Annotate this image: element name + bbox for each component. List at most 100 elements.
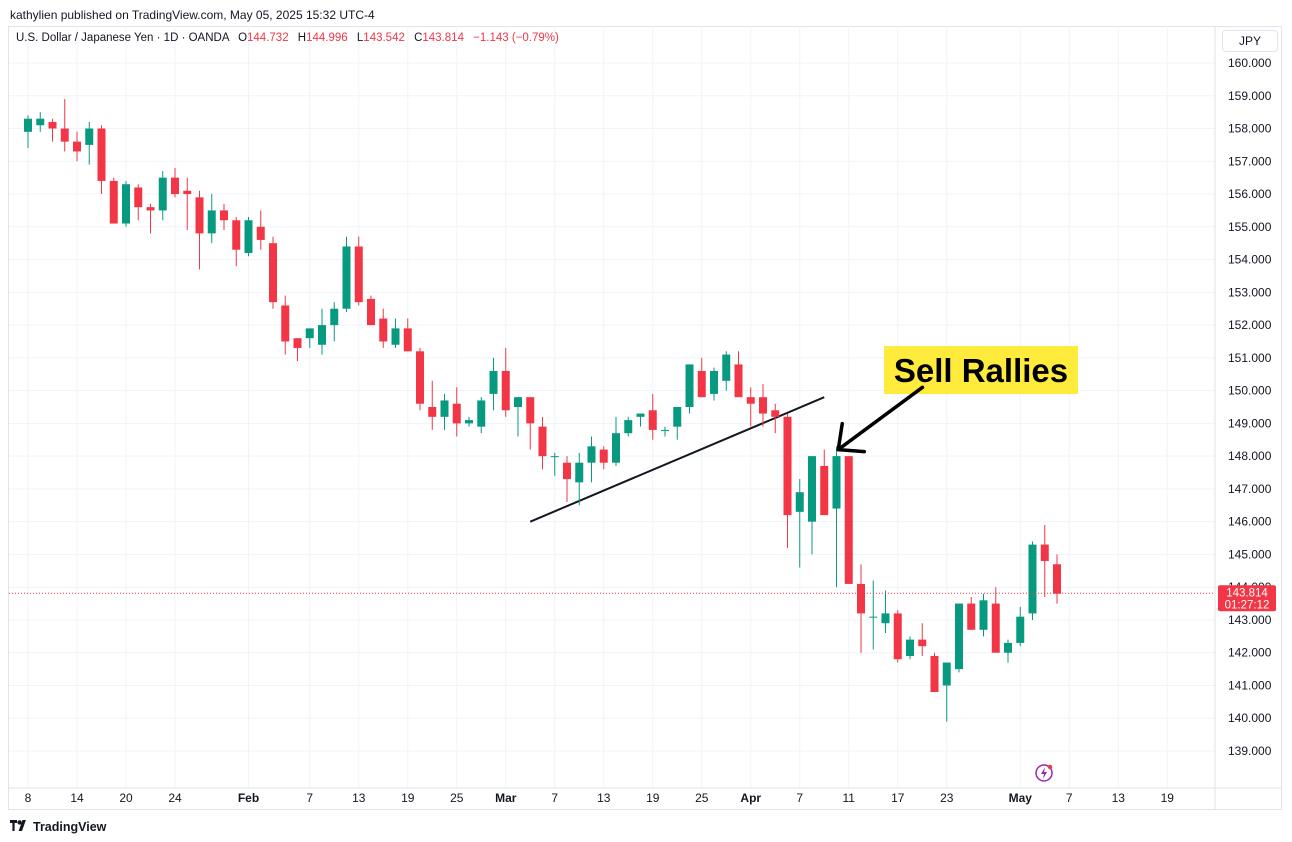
candle-body bbox=[183, 190, 192, 195]
price-axis: 139.000140.000141.000142.000143.000144.0… bbox=[1214, 26, 1272, 810]
candle-body bbox=[440, 400, 449, 417]
candle bbox=[220, 203, 228, 231]
candle-body bbox=[232, 220, 241, 250]
candle bbox=[428, 380, 437, 430]
high-value: 144.996 bbox=[306, 32, 348, 44]
candle bbox=[379, 308, 388, 349]
candle-body bbox=[305, 328, 314, 339]
candle bbox=[685, 364, 694, 414]
lightning-icon bbox=[1035, 764, 1053, 782]
time-tick-label: 7 bbox=[306, 791, 313, 805]
candle bbox=[783, 413, 792, 548]
annotation-box bbox=[884, 346, 1078, 394]
candle bbox=[538, 416, 547, 470]
price-tick-label: 139.000 bbox=[1228, 744, 1272, 758]
candle-body bbox=[244, 220, 253, 254]
change-value: −1.143 (−0.79%) bbox=[473, 32, 559, 44]
candle bbox=[330, 302, 339, 342]
candle bbox=[85, 121, 94, 165]
candle-body bbox=[85, 128, 94, 145]
candle-body bbox=[171, 177, 179, 195]
candle bbox=[991, 587, 1000, 653]
candle bbox=[342, 236, 351, 312]
candle-body bbox=[673, 407, 682, 427]
candle-body bbox=[979, 600, 988, 630]
time-tick-label: 7 bbox=[551, 791, 558, 805]
candle-body bbox=[550, 456, 559, 458]
publisher-line: kathylien published on TradingView.com, … bbox=[10, 8, 375, 22]
candle bbox=[808, 456, 816, 555]
candle bbox=[832, 446, 841, 588]
price-tick-label: 148.000 bbox=[1228, 449, 1272, 463]
candle bbox=[465, 416, 473, 427]
candle bbox=[710, 367, 718, 401]
symbol-label: U.S. Dollar / Japanese Yen · 1D · OANDA bbox=[16, 32, 229, 44]
candle-body bbox=[1040, 544, 1049, 561]
time-axis: 8 14 20 24 Feb 7 13 19 25 Mar 7 13 19 25 Apr 7 11 17 23 May… bbox=[8, 787, 1282, 805]
candle-body bbox=[991, 603, 1000, 653]
candle-body bbox=[1028, 544, 1037, 614]
candle bbox=[575, 452, 584, 506]
candle-body bbox=[746, 397, 755, 404]
candle-body bbox=[967, 603, 976, 630]
candle bbox=[183, 177, 192, 231]
candle bbox=[403, 318, 412, 352]
candle bbox=[771, 403, 780, 434]
price-tick-label: 157.000 bbox=[1228, 154, 1272, 168]
candle-body bbox=[697, 370, 706, 398]
candle bbox=[146, 203, 155, 234]
time-tick-label: Feb bbox=[238, 791, 259, 805]
candle bbox=[305, 328, 314, 349]
price-tick-label: 141.000 bbox=[1228, 678, 1272, 692]
currency-button[interactable]: JPY bbox=[1222, 30, 1278, 52]
candle bbox=[881, 590, 890, 634]
candle bbox=[232, 216, 241, 267]
low-value: 143.542 bbox=[363, 32, 405, 44]
candle bbox=[906, 636, 914, 660]
candle bbox=[391, 318, 400, 349]
time-tick-label: May bbox=[1009, 791, 1033, 805]
candle-body bbox=[36, 118, 45, 126]
brand-label: TradingView bbox=[33, 819, 107, 834]
price-tick-label: 140.000 bbox=[1228, 711, 1272, 725]
candle-body bbox=[416, 351, 424, 404]
last-price-value: 143.814 bbox=[1226, 587, 1268, 599]
candle-body bbox=[918, 639, 927, 647]
candle-body bbox=[73, 141, 81, 152]
candle bbox=[158, 171, 167, 221]
footer-brand[interactable]: TradingView bbox=[10, 819, 106, 834]
arrow-shaft bbox=[836, 385, 925, 452]
candle bbox=[820, 449, 829, 516]
price-tick-label: 143.000 bbox=[1228, 613, 1272, 627]
candle bbox=[489, 357, 498, 411]
candle bbox=[501, 348, 510, 417]
candle-body bbox=[820, 465, 829, 516]
candle-body bbox=[281, 305, 290, 342]
candle-body bbox=[501, 370, 510, 411]
time-tick-label: 11 bbox=[843, 791, 856, 805]
price-tick-label: 150.000 bbox=[1228, 384, 1272, 398]
candle-body bbox=[599, 449, 608, 463]
candle-body bbox=[1016, 616, 1025, 643]
time-tick-label: 25 bbox=[450, 791, 464, 805]
candle-body bbox=[293, 338, 302, 349]
close-value: 143.814 bbox=[422, 32, 464, 44]
candle-body bbox=[648, 410, 657, 430]
price-tick-label: 149.000 bbox=[1228, 416, 1272, 430]
bar-countdown: 01:27:12 bbox=[1225, 599, 1270, 611]
candle bbox=[734, 351, 743, 398]
candle-body bbox=[771, 410, 780, 417]
candle bbox=[636, 413, 645, 427]
candle bbox=[440, 393, 449, 430]
candle-body bbox=[146, 207, 155, 211]
candle bbox=[318, 308, 326, 355]
candle bbox=[477, 397, 486, 434]
candle bbox=[48, 118, 57, 142]
candle bbox=[857, 564, 865, 653]
candle bbox=[269, 236, 277, 309]
candle bbox=[452, 387, 461, 437]
candle-body bbox=[795, 492, 804, 512]
candle-body bbox=[844, 456, 853, 584]
price-tick-label: 152.000 bbox=[1228, 318, 1272, 332]
